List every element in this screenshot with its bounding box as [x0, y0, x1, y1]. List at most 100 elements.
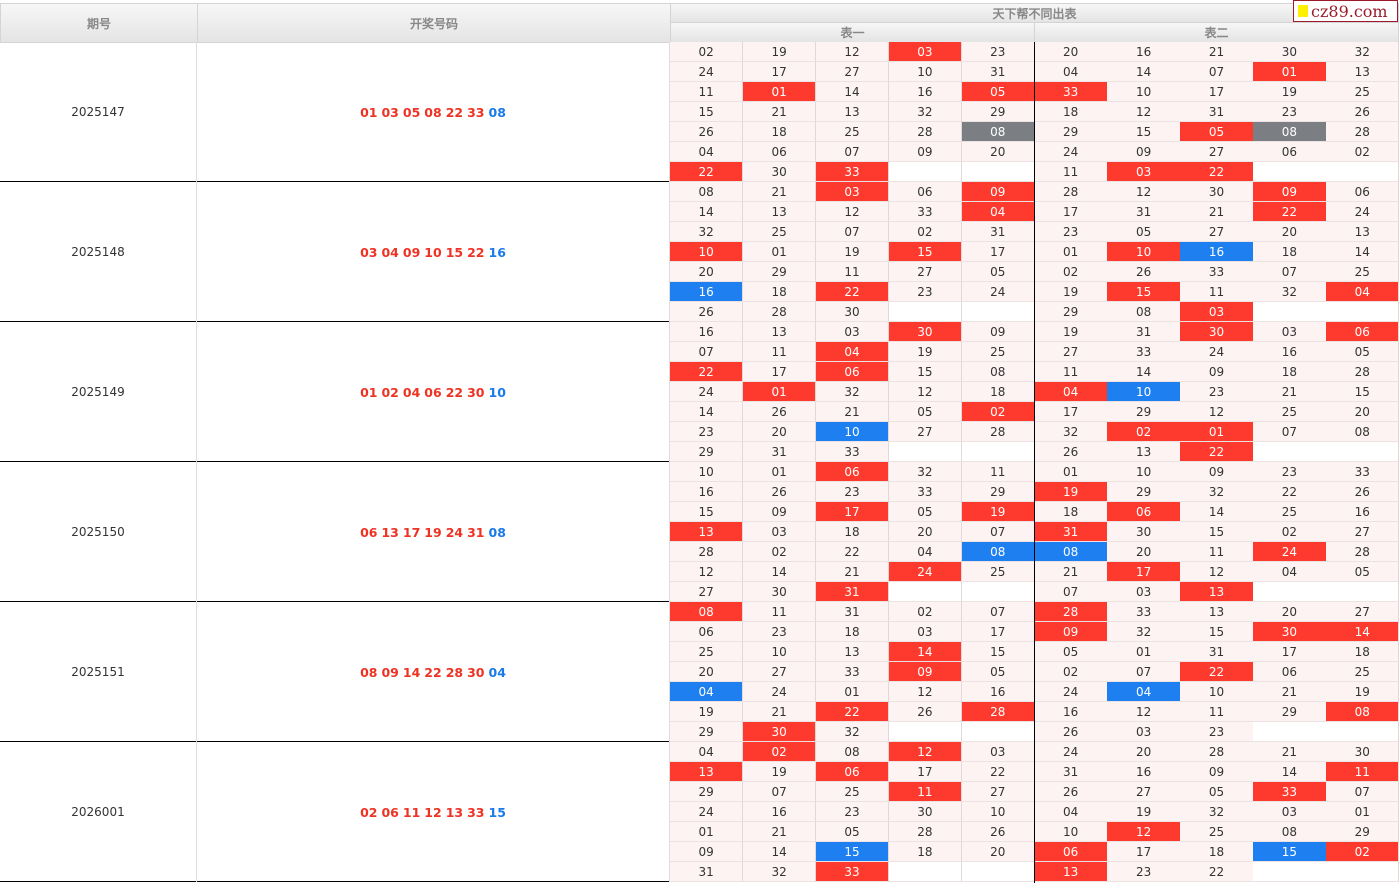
table2-cell: 16	[1253, 342, 1327, 362]
table2-cell: 04	[1034, 802, 1108, 822]
table1-cell: 20	[888, 522, 963, 542]
empty-cell	[1326, 722, 1399, 742]
table2-cell: 27	[1180, 222, 1254, 242]
table1-cell: 17	[961, 622, 1035, 642]
period-row: 2025147 01 03 05 08 22 33 08 02 19 12 03 23 24 17 27 10 3…	[0, 42, 1399, 182]
table2-cell: 20	[1107, 742, 1181, 762]
table1-cell: 10	[670, 242, 744, 262]
table1-cell: 02	[742, 742, 817, 762]
table2-cell: 11	[1034, 362, 1108, 382]
header-draw-numbers: 开奖号码	[197, 3, 671, 43]
table1-cell: 16	[961, 682, 1035, 702]
table2-cell: 01	[1107, 642, 1181, 662]
table2-cell: 26	[1034, 782, 1108, 802]
table2-cell: 02	[1034, 262, 1108, 282]
period-number: 2026001	[0, 742, 197, 882]
table2-cell: 06	[1034, 842, 1108, 862]
period-number: 2025147	[0, 42, 197, 182]
table2-cell: 05	[1107, 222, 1181, 242]
table1-cell: 21	[815, 562, 890, 582]
red-ball: 22	[445, 384, 464, 400]
table2-cell: 33	[1326, 462, 1399, 482]
table1-cell: 09	[670, 842, 744, 862]
table2-cell: 15	[1180, 622, 1254, 642]
table1-cell: 11	[888, 782, 963, 802]
table1-cell: 19	[742, 762, 817, 782]
red-ball: 02	[360, 804, 378, 820]
table1-cell: 28	[961, 702, 1035, 722]
table2-cell: 26	[1326, 102, 1399, 122]
table2-cell: 03	[1107, 582, 1181, 602]
table2-cell: 03	[1180, 302, 1254, 322]
table2-cell: 15	[1253, 842, 1327, 862]
table2-cell: 11	[1326, 762, 1399, 782]
table2-cell: 02	[1326, 142, 1399, 162]
table1-cell: 33	[815, 662, 890, 682]
table1-cell: 26	[742, 482, 817, 502]
table2-cell: 09	[1107, 142, 1181, 162]
table1-cell: 19	[670, 702, 744, 722]
blue-ball: 08	[488, 104, 506, 120]
header-table2: 表二	[1034, 22, 1399, 43]
table1-cell: 11	[742, 342, 817, 362]
table1-cell: 26	[670, 302, 744, 322]
red-ball: 13	[381, 524, 399, 540]
table1-cell: 07	[961, 522, 1035, 542]
table2-cell: 17	[1107, 842, 1181, 862]
table2-cell: 18	[1253, 362, 1327, 382]
table1-cell: 13	[670, 522, 744, 542]
table2-cell: 20	[1034, 42, 1108, 62]
table2-cell: 24	[1034, 142, 1108, 162]
table2-cell: 20	[1107, 542, 1181, 562]
table1-cell: 14	[742, 842, 817, 862]
table1-cell: 28	[888, 822, 963, 842]
table2-cell: 12	[1180, 402, 1254, 422]
table1-cell: 31	[670, 862, 744, 882]
table2-cell: 09	[1180, 462, 1254, 482]
table2-cell: 17	[1253, 642, 1327, 662]
table2-cell: 06	[1326, 322, 1399, 342]
table1-cell: 24	[961, 282, 1035, 302]
table1-cell: 31	[961, 62, 1035, 82]
draw-numbers: 06 13 17 19 24 31 08	[197, 462, 670, 602]
table1-cell: 11	[815, 262, 890, 282]
period-number: 2025151	[0, 602, 197, 742]
table1-cell: 29	[961, 482, 1035, 502]
table2-cell: 01	[1253, 62, 1327, 82]
red-ball: 04	[402, 384, 421, 400]
table1-cell: 31	[815, 582, 890, 602]
table1-cell: 30	[888, 322, 963, 342]
table2-cell: 01	[1180, 422, 1254, 442]
table2-cell: 07	[1034, 582, 1108, 602]
table2-cell: 06	[1253, 142, 1327, 162]
table2-cell: 18	[1253, 242, 1327, 262]
table2-cell: 26	[1326, 482, 1399, 502]
table2-cell: 23	[1180, 722, 1254, 742]
site-logo[interactable]: cz89.com	[1293, 0, 1398, 22]
table2-cell: 22	[1180, 162, 1254, 182]
red-ball: 09	[381, 664, 399, 680]
table2-cell: 28	[1180, 742, 1254, 762]
red-ball: 03	[360, 244, 378, 260]
table1-cell: 04	[888, 542, 963, 562]
table2-cell: 27	[1326, 522, 1399, 542]
table2-cell: 28	[1034, 602, 1108, 622]
table2-cell: 29	[1253, 702, 1327, 722]
table2-cell: 06	[1253, 662, 1327, 682]
red-ball: 28	[445, 664, 464, 680]
red-ball: 22	[445, 104, 464, 120]
red-ball: 06	[424, 384, 442, 400]
table1-cell: 17	[742, 362, 817, 382]
table1-cell: 25	[815, 122, 890, 142]
table2-cell: 20	[1253, 602, 1327, 622]
table1-cell: 27	[888, 422, 963, 442]
table2-cell: 12	[1107, 102, 1181, 122]
table2-cell: 14	[1326, 622, 1399, 642]
table2-cell: 23	[1034, 222, 1108, 242]
table1-cell: 17	[961, 242, 1035, 262]
table2-cell: 14	[1326, 242, 1399, 262]
table2-cell: 31	[1107, 202, 1181, 222]
table1-cell: 32	[815, 382, 890, 402]
table2-cell: 10	[1034, 822, 1108, 842]
table2-cell: 29	[1034, 122, 1108, 142]
